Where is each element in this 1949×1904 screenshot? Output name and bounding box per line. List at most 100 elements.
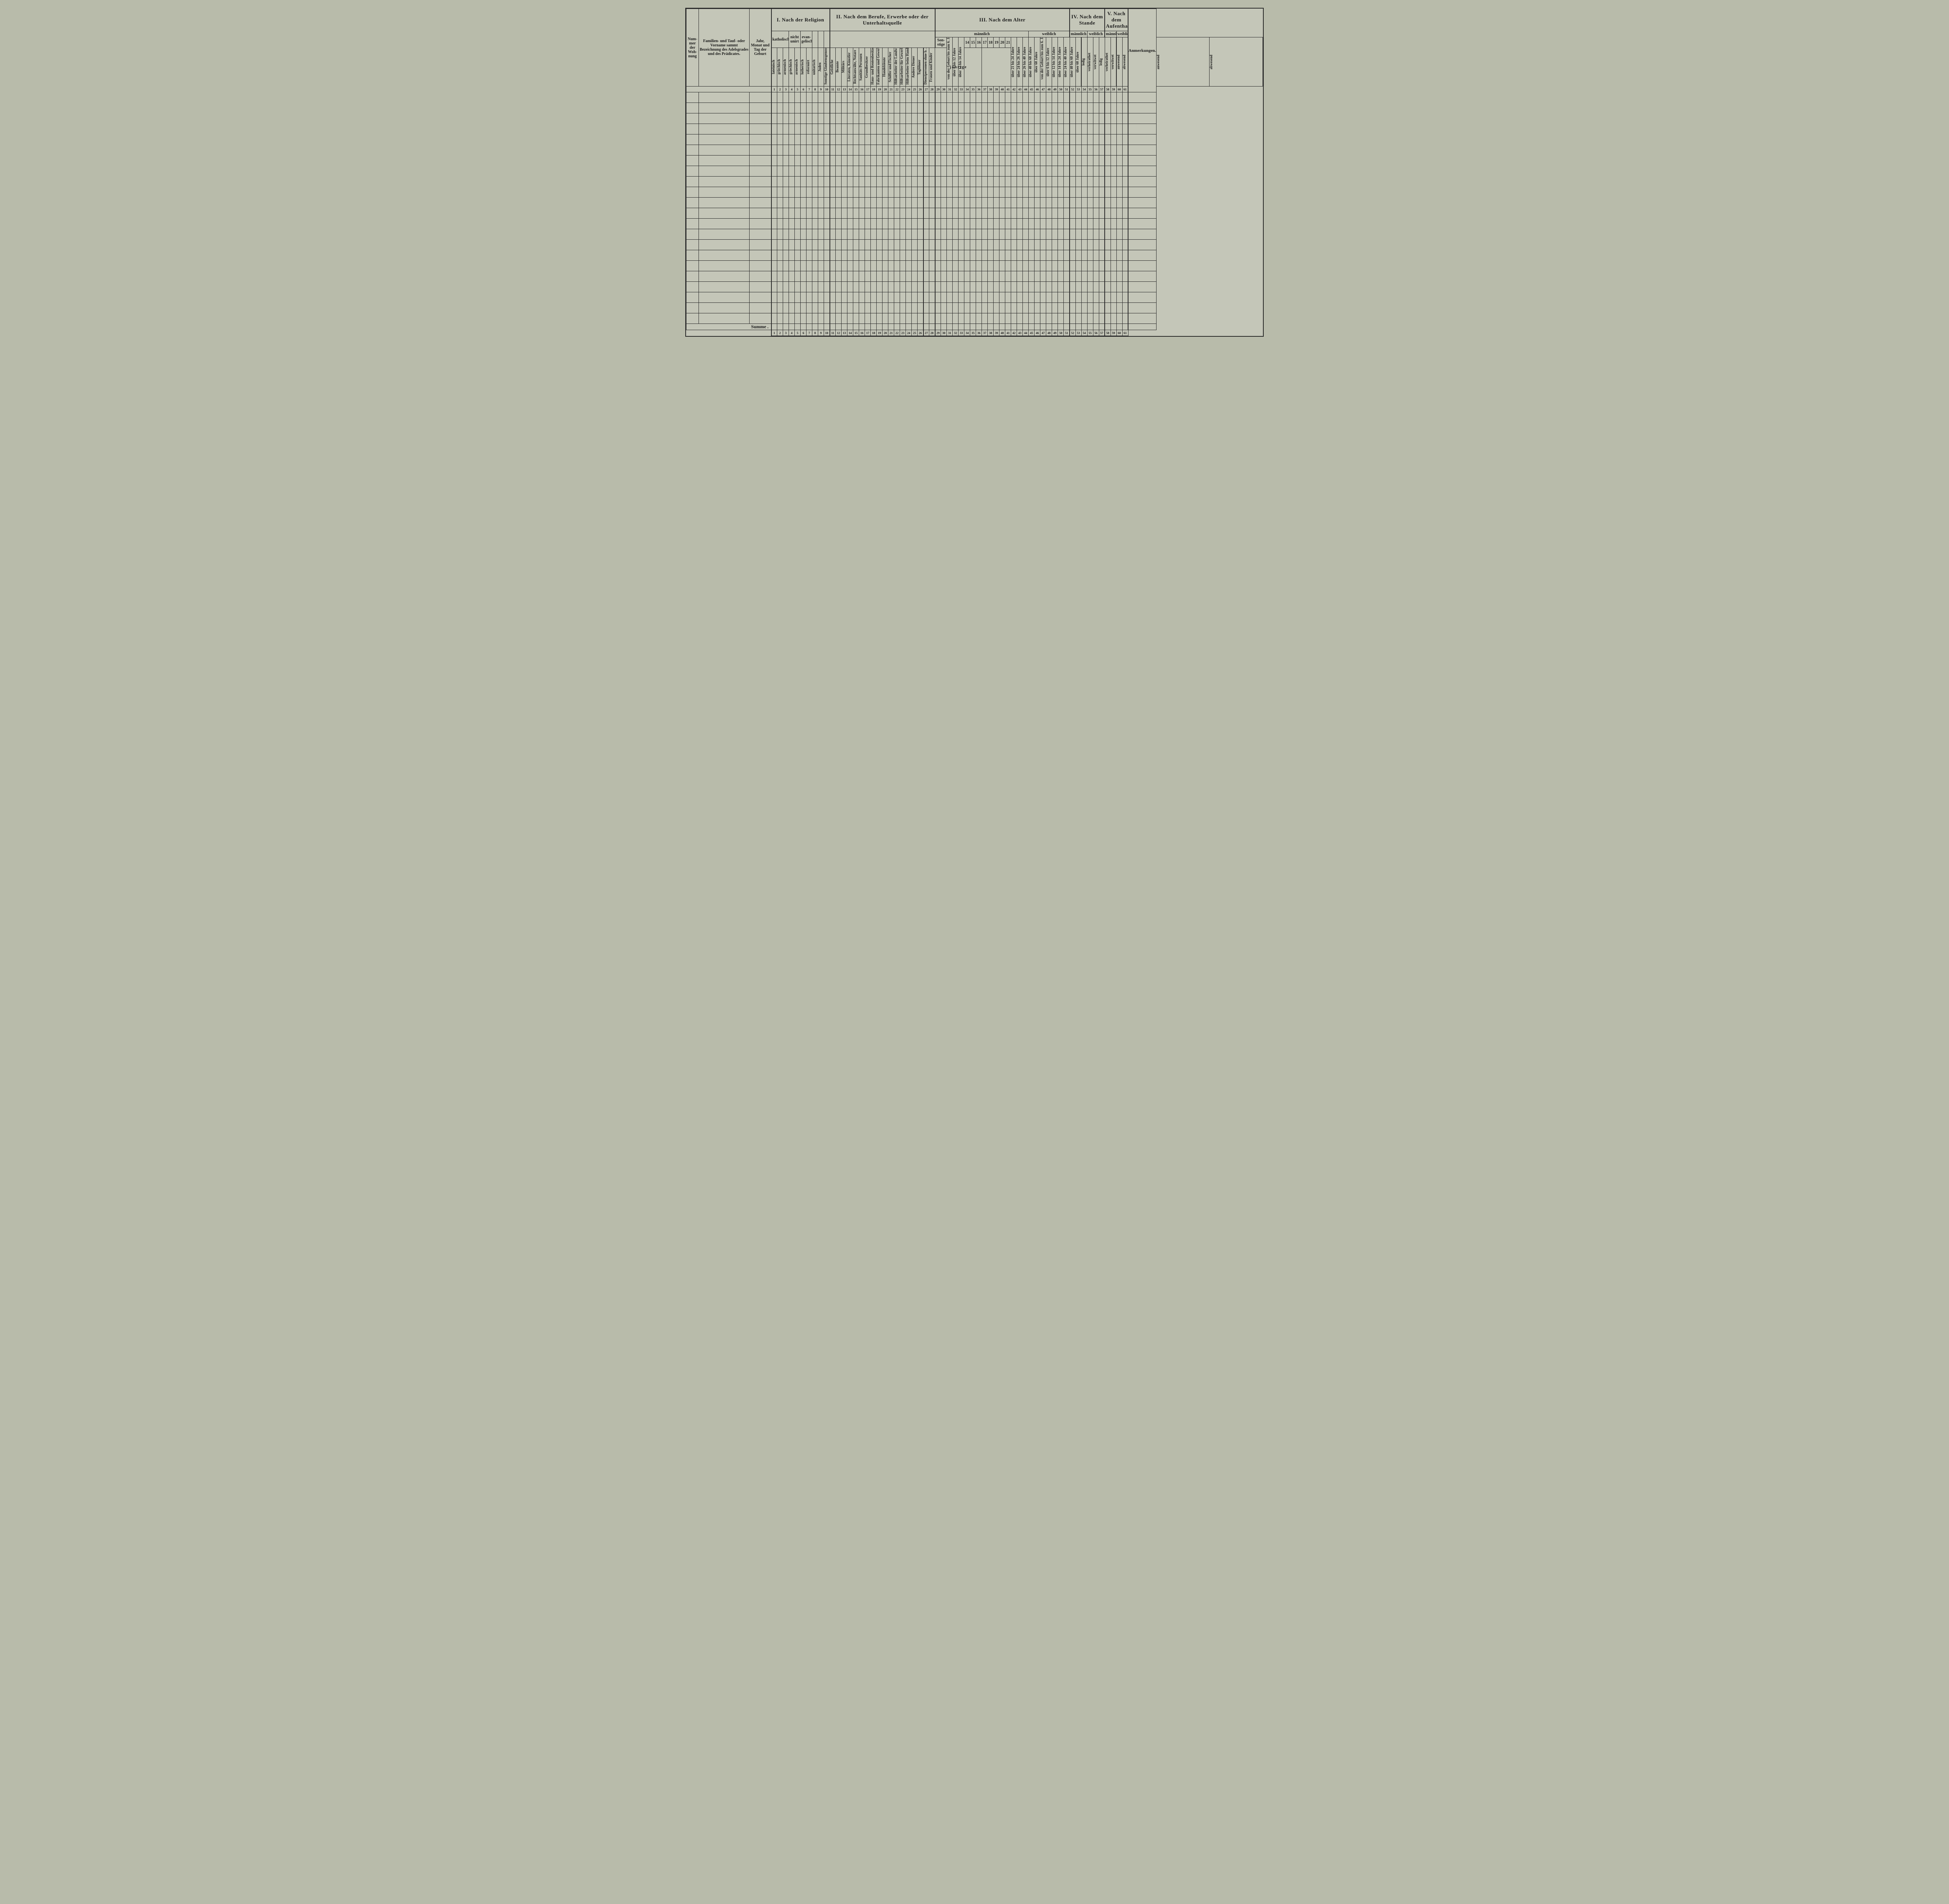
table-row — [686, 177, 1263, 187]
table-row — [686, 271, 1263, 282]
vcol-f6: über 60 Jahre — [1076, 43, 1080, 81]
col-jahr: Jahr, Monat und Tag der Geburt — [750, 9, 771, 87]
ber-15: Taglöhner — [918, 48, 921, 86]
vcol-f3: über 14 bis 24 Jahre — [1058, 43, 1062, 81]
table-row — [686, 240, 1263, 250]
ber-9: Handelsleute — [883, 48, 886, 86]
ber-7: Haus- und Rentenbesitzer — [871, 48, 875, 86]
table-row — [686, 282, 1263, 292]
vcol-au1: abwesend — [1123, 43, 1127, 81]
table-row — [686, 313, 1263, 324]
ber-1: Beamte — [836, 48, 840, 86]
vcol-st5: verwitwet — [1111, 43, 1115, 81]
table-row — [686, 124, 1263, 134]
vcol-26-40: über 26 bis 40 Jahre — [1023, 43, 1027, 81]
vcol-f1: über 6 bis 12 Jahre — [1046, 43, 1050, 81]
vcol-st0: ledig — [1082, 43, 1086, 81]
table-row — [686, 134, 1263, 145]
yr20: 20 — [999, 37, 1005, 48]
grp-auf-mannlich: männlich — [1105, 31, 1116, 37]
table-row — [686, 250, 1263, 261]
column-numbers-row: 1 2 3 4 5 6 7 8 9 10 11 12 13 14 15 16 1… — [686, 87, 1263, 92]
col-nummer: Num- mer der Woh- nung — [686, 9, 699, 87]
summe-label: Summe . — [686, 324, 771, 330]
table-row — [686, 219, 1263, 229]
vcol-60: über 60 Jahre — [1035, 43, 1038, 81]
table-row — [686, 156, 1263, 166]
col-anmerkungen: Anmerkungen. — [1128, 9, 1156, 92]
vcol-au3: abwesend — [1210, 43, 1213, 81]
vcol-21-24: über 21 bis 24 Jahre — [1011, 43, 1015, 81]
section-religion: I. Nach der Religion — [771, 9, 830, 31]
vcol-6-12-m: über 6 bis 12 Jahre — [953, 43, 957, 81]
vcol-au0: anwesend — [1117, 43, 1121, 81]
table-row — [686, 208, 1263, 219]
ber-13: Hilfsarbeiter beim Handel — [906, 48, 910, 86]
census-table: Num- mer der Woh- nung Familien- und Tau… — [686, 9, 1263, 336]
yr17: 17 — [982, 37, 988, 48]
rel-0: lateinisch — [772, 48, 776, 86]
yr19: 19 — [994, 37, 999, 48]
table-row — [686, 92, 1263, 103]
ber-17: Frauen und Kinder — [929, 48, 933, 86]
ber-10: Schiffer und Fischer — [888, 48, 892, 86]
ber-4: Rechtsanwälte, Notare — [853, 48, 857, 86]
vcol-24-26: über 24 bis 26 Jahre — [1017, 43, 1021, 81]
header-row-subgroups: katholisch nicht unirt evan- gelisch män… — [686, 31, 1263, 37]
vcol-au2: anwesend — [1157, 43, 1160, 81]
summe-row: Summe . — [686, 324, 1263, 330]
table-row — [686, 113, 1263, 124]
grp-auf-weiblich: weiblich — [1116, 31, 1128, 37]
grp-nichtunirt: nicht unirt — [789, 31, 801, 48]
grp-alter-mannlich: männlich — [935, 31, 1029, 37]
ber-2: Militärs — [842, 48, 845, 86]
rel-8: Juden — [818, 48, 822, 86]
yr14: 14 — [964, 37, 970, 48]
grp-evangelisch: evan- gelisch — [801, 31, 812, 48]
vcol-f2: über 12 bis 14 Jahre — [1052, 43, 1056, 81]
table-row — [686, 198, 1263, 208]
vcol-40-60: über 40 bis 60 Jahre — [1029, 43, 1033, 81]
rel-7: unitarisch — [812, 48, 816, 86]
rel-3: griechisch — [789, 48, 793, 86]
ber-5: Sanitäts-Personen — [859, 48, 863, 86]
vcol-f0: von der Geburt bis zum 6. Jahre — [1040, 43, 1044, 81]
section-alter: III. Nach dem Alter — [935, 9, 1070, 31]
vcol-st1: verheirathet — [1088, 43, 1091, 81]
ber-14: Andere Diener — [912, 48, 916, 86]
vcol-geburt-m: von der Geburt bis zum 6. Jahre — [947, 43, 951, 81]
rel-6: reformirt — [806, 48, 810, 86]
census-form-sheet: Num- mer der Woh- nung Familien- und Tau… — [685, 8, 1264, 337]
rel-9: Sonstige Glaubensgenossen — [824, 48, 828, 86]
grp-sonstige: Son- stige — [935, 37, 947, 48]
vcol-st2: verwitwet — [1093, 43, 1097, 81]
table-row — [686, 261, 1263, 271]
rel-1: griechisch — [777, 48, 781, 86]
ber-6: Grundbesitzer — [865, 48, 869, 86]
table-row — [686, 166, 1263, 177]
table-row — [686, 103, 1263, 113]
table-row — [686, 145, 1263, 156]
section-beruf: II. Nach dem Berufe, Erwerbe oder der Un… — [830, 9, 935, 31]
table-row — [686, 229, 1263, 240]
vcol-st4: verheirathet — [1105, 43, 1109, 81]
col-familien: Familien- und Tauf- oder Vorname sammt B… — [699, 9, 750, 87]
grp-alter-weiblich: weiblich — [1029, 31, 1070, 37]
vcol-f5: über 40 bis 60 Jahre — [1070, 43, 1074, 81]
ber-8: Fabrikanten und Gewerbsleute — [877, 48, 881, 86]
bottom-column-numbers: 1 2 3 4 5 6 7 8 9 10 11 12 13 14 15 16 1… — [686, 330, 1263, 336]
yr16: 16 — [976, 37, 982, 48]
ber-12: Hilfsarbeiter für Gewerbe — [900, 48, 904, 86]
yr18: 18 — [988, 37, 994, 48]
table-row — [686, 303, 1263, 313]
header-row-sections: Num- mer der Woh- nung Familien- und Tau… — [686, 9, 1263, 31]
section-stand: IV. Nach dem Stande — [1070, 9, 1105, 31]
table-row — [686, 292, 1263, 303]
yr21: 21 — [1005, 37, 1011, 48]
rel-5: lutherisch — [801, 48, 805, 86]
grp-stand-mannlich: männlich — [1070, 31, 1087, 37]
yr15: 15 — [970, 37, 976, 48]
ber-16: Dienstpersonen ohne b. J. — [924, 48, 928, 86]
grp-stand-weiblich: weiblich — [1087, 31, 1105, 37]
data-body — [686, 92, 1263, 324]
